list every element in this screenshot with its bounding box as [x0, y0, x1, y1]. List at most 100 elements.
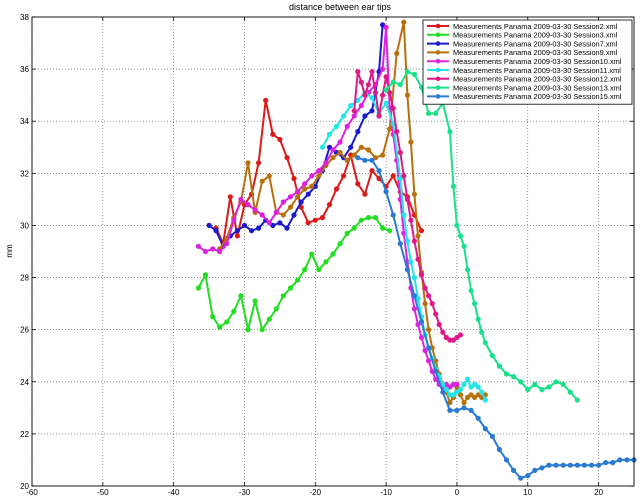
- data-point: [422, 301, 428, 307]
- data-point: [213, 228, 219, 234]
- y-tick-label: 30: [20, 221, 29, 230]
- data-point: [259, 327, 265, 333]
- data-point: [287, 194, 294, 200]
- data-point: [475, 384, 481, 390]
- data-point: [457, 392, 464, 398]
- data-point: [574, 397, 580, 403]
- legend-item: Measurements Panama 2009-03-30 Session7.…: [427, 39, 618, 48]
- series-group: [195, 19, 637, 481]
- data-point: [390, 105, 396, 111]
- data-point: [380, 152, 386, 158]
- data-point: [287, 204, 294, 210]
- data-point: [238, 293, 244, 299]
- data-point: [309, 251, 315, 257]
- y-tick-label: 22: [20, 430, 29, 439]
- data-point: [553, 379, 559, 385]
- y-tick-label: 34: [20, 117, 29, 126]
- data-point: [603, 460, 609, 466]
- data-point: [475, 316, 481, 322]
- data-point: [252, 207, 258, 213]
- data-point: [202, 272, 209, 278]
- data-point: [295, 189, 301, 195]
- data-point: [195, 285, 201, 291]
- y-axis-label: mm: [5, 244, 14, 258]
- data-point: [380, 92, 386, 98]
- data-point: [295, 277, 301, 283]
- data-point: [401, 173, 407, 179]
- data-point: [401, 212, 407, 218]
- data-point: [426, 358, 432, 364]
- legend-item: Measurements Panama 2009-03-30 Session10…: [427, 57, 622, 66]
- data-point: [330, 147, 336, 153]
- legend-swatch-marker: [435, 58, 441, 64]
- data-point: [465, 394, 471, 401]
- data-point: [241, 222, 248, 228]
- data-point: [408, 259, 414, 265]
- data-point: [457, 233, 464, 239]
- data-point: [429, 301, 435, 307]
- data-point: [284, 225, 290, 231]
- data-point: [210, 246, 216, 252]
- chart-title: distance between ear tips: [289, 2, 392, 12]
- data-point: [454, 389, 460, 395]
- data-point: [291, 175, 297, 182]
- data-point: [323, 259, 329, 265]
- data-point: [259, 178, 265, 184]
- data-point: [380, 22, 386, 28]
- legend-label: Measurements Panama 2009-03-30 Session3.…: [453, 31, 618, 40]
- data-point: [362, 113, 368, 119]
- data-point: [617, 457, 623, 463]
- data-point: [581, 462, 588, 468]
- data-point: [468, 392, 474, 398]
- series-line: [197, 216, 391, 333]
- data-point: [217, 248, 223, 255]
- data-point: [358, 217, 364, 223]
- legend-swatch-marker: [435, 23, 441, 29]
- data-point: [369, 108, 375, 114]
- data-point: [433, 311, 439, 317]
- data-point: [450, 183, 457, 189]
- data-point: [475, 415, 481, 421]
- data-point: [411, 293, 418, 299]
- legend-item: Measurements Panama 2009-03-30 Session2.…: [427, 22, 618, 31]
- data-point: [280, 293, 287, 299]
- data-point: [426, 110, 432, 116]
- data-point: [387, 89, 393, 96]
- data-point: [355, 181, 361, 187]
- legend-label: Measurements Panama 2009-03-30 Session7.…: [453, 39, 618, 48]
- data-point: [447, 407, 453, 414]
- data-point: [280, 212, 287, 218]
- data-point: [383, 87, 389, 93]
- data-point: [348, 144, 354, 150]
- data-point: [475, 392, 481, 398]
- data-point: [383, 100, 389, 106]
- data-point: [249, 228, 255, 234]
- legend-label: Measurements Panama 2009-03-30 Session12…: [453, 75, 622, 84]
- data-point: [525, 387, 531, 393]
- legend-label: Measurements Panama 2009-03-30 Session15…: [453, 92, 622, 101]
- data-point: [489, 433, 496, 440]
- data-point: [380, 225, 386, 231]
- x-tick-label: -20: [310, 488, 322, 497]
- data-point: [337, 241, 343, 247]
- data-point: [539, 465, 545, 471]
- data-point: [344, 230, 350, 236]
- data-point: [418, 272, 425, 278]
- data-point: [365, 82, 372, 88]
- plot-frame: [31, 16, 635, 487]
- data-point: [305, 220, 311, 226]
- legend-label: Measurements Panama 2009-03-30 Session2.…: [453, 22, 618, 31]
- x-tick-label: 10: [523, 488, 532, 497]
- axes: -60 -50 -40 -30 -20 -10 0 10 20 20 22 24 26 28 30 32 34 3…: [20, 13, 635, 497]
- data-point: [426, 345, 432, 351]
- data-point: [369, 157, 375, 163]
- data-point: [394, 129, 400, 135]
- data-point: [287, 285, 294, 291]
- data-point: [411, 191, 418, 197]
- data-point: [319, 144, 326, 150]
- data-point: [468, 407, 474, 414]
- data-point: [532, 467, 538, 474]
- x-tick-label: -50: [97, 488, 109, 497]
- data-point: [454, 222, 460, 228]
- data-point: [206, 222, 212, 228]
